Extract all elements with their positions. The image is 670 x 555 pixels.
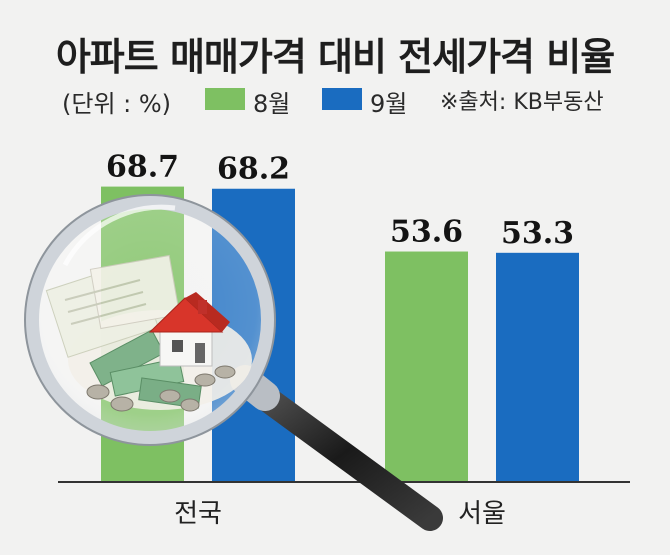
bar-1-1 xyxy=(496,252,579,482)
house-icon xyxy=(148,292,230,367)
data-label-1-1: 53.3 xyxy=(501,216,574,251)
money-icon xyxy=(89,329,202,409)
source-note: ※출처: KB부동산 xyxy=(440,90,604,115)
category-label-1: 서울 xyxy=(458,499,506,529)
legend-label-august: 8월 xyxy=(253,90,291,118)
legend-swatch-september xyxy=(322,88,362,110)
coins-icon xyxy=(86,365,236,412)
chart-title: 아파트 매매가격 대비 전세가격 비율 xyxy=(55,35,615,79)
document-icon xyxy=(45,254,181,358)
data-label-1-0: 53.6 xyxy=(390,215,463,250)
data-label-0-0: 68.7 xyxy=(106,150,179,185)
bar-1-0 xyxy=(385,251,468,482)
magnifying-glass-icon xyxy=(24,194,443,531)
unit-label: (단위 : %) xyxy=(62,90,172,118)
legend-swatch-august xyxy=(205,88,245,110)
legend-label-september: 9월 xyxy=(370,90,408,118)
data-label-0-1: 68.2 xyxy=(217,152,290,187)
category-label-0: 전국 xyxy=(174,499,222,529)
